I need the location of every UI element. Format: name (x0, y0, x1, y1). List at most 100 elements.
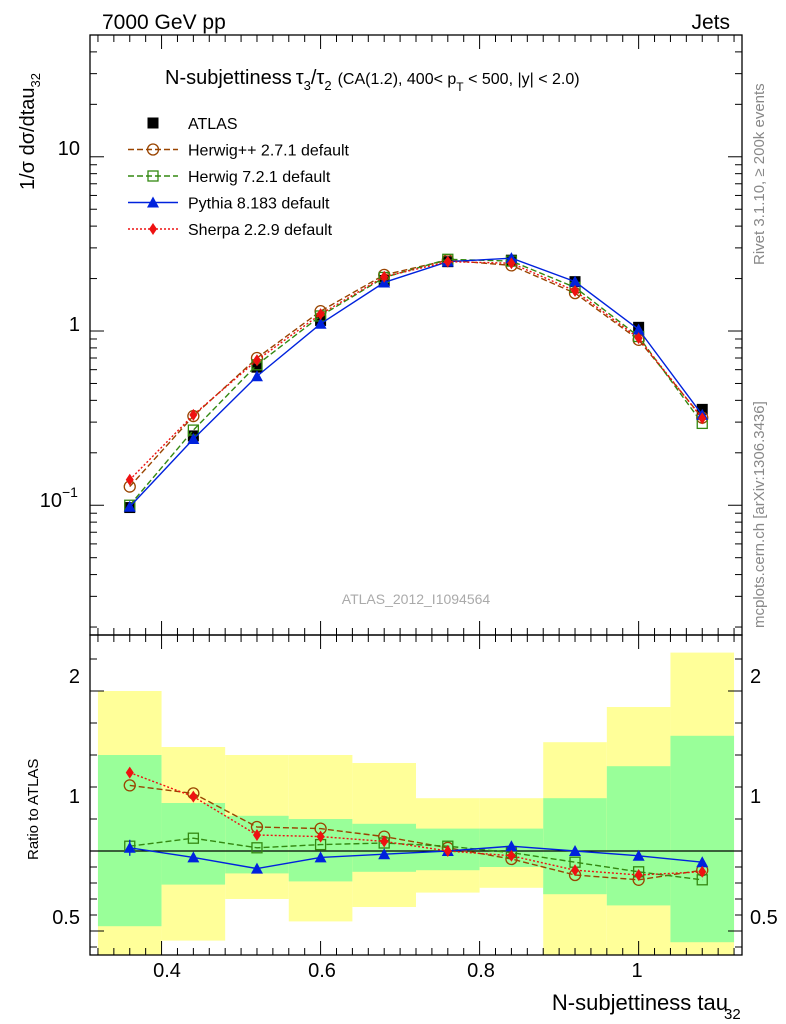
ytick-label-0.1: 10 (40, 490, 62, 512)
ratio-ylabel: Ratio to ATLAS (25, 759, 42, 860)
point-sherpa (380, 270, 389, 283)
ratio-series-sherpa (125, 766, 707, 881)
ratio-point-sherpa (316, 830, 325, 843)
legend-label-herwig7: Herwig 7.2.1 default (188, 169, 331, 186)
ratio-point-sherpa (380, 835, 389, 848)
process-label: Jets (691, 11, 730, 34)
title-cuts-b: < 500, |y| < 2.0) (464, 71, 580, 88)
title-sub3: 3 (304, 78, 311, 93)
series-herwig7 (124, 253, 708, 511)
ratio-point-herwig7 (251, 842, 263, 854)
main-ylabel-text: 1/σ dσ/dtau (17, 87, 39, 190)
ratio-line-herwigpp (129, 784, 703, 881)
mcplots-label: mcplots.cern.ch [arXiv:1306.3436] (751, 401, 768, 628)
ratio-point-pythia (314, 851, 327, 863)
series-herwigpp (123, 254, 709, 493)
title-cuts-a: (CA(1.2), 400< p (338, 71, 457, 88)
legend-marker-sherpa (149, 223, 157, 235)
ratio-point-sherpa (125, 766, 134, 779)
ytick-label-0.1-base: 10 (40, 490, 62, 512)
point-sherpa (125, 473, 134, 486)
point-pythia (569, 275, 582, 287)
point-pythia (250, 370, 263, 382)
point-pythia (123, 500, 136, 512)
band-inner-bin (670, 735, 735, 943)
legend-label-sherpa: Sherpa 2.2.9 default (188, 222, 333, 239)
title-sub2: 2 (324, 78, 331, 93)
point-sherpa (507, 257, 516, 270)
band-inner-bin (606, 766, 671, 906)
point-pythia (187, 433, 200, 445)
legend-marker-atlas (147, 117, 159, 129)
point-atlas (251, 361, 263, 373)
legend-label-pythia: Pythia 8.183 default (188, 196, 330, 213)
ratio-point-pythia (696, 856, 709, 868)
ratio-bands (97, 652, 735, 955)
point-sherpa (571, 284, 580, 297)
ratio-series-pythia (123, 840, 709, 874)
legend-marker-herwigpp (146, 143, 160, 156)
series-line-sherpa (129, 260, 703, 481)
ytick-label-10: 10 (58, 138, 80, 160)
legend-entry-herwig7: Herwig 7.2.1 default (128, 169, 331, 186)
legend-label-herwigpp: Herwig++ 2.7.1 default (188, 143, 350, 160)
legend-marker-herwig7 (147, 170, 159, 182)
legend-entry-pythia: Pythia 8.183 default (128, 196, 330, 213)
point-sherpa (634, 332, 643, 345)
xtick-0.4: 0.4 (153, 960, 181, 982)
ratio-point-sherpa (507, 849, 516, 862)
ytick-label-1: 1 (69, 314, 80, 336)
series-line-herwig7 (129, 258, 703, 506)
ratio-point-herwig7 (187, 832, 200, 844)
legend: ATLAS Herwig++ 2.7.1 default Herwig 7.2.1 … (128, 116, 350, 239)
ratio-line-herwig7 (129, 837, 703, 881)
ratio-point-pythia (250, 862, 263, 874)
ytick-label-0.1-exp: −1 (62, 484, 78, 500)
point-sherpa (252, 354, 261, 367)
ratio-point-sherpa (571, 864, 580, 877)
legend-marker-pythia (147, 196, 159, 208)
ratio-point-sherpa (189, 790, 198, 803)
xtick-1: 1 (631, 960, 642, 982)
point-sherpa (698, 412, 707, 425)
point-sherpa (443, 255, 452, 268)
ratio-point-sherpa (443, 845, 452, 857)
legend-entry-atlas: ATLAS (147, 116, 238, 133)
frames (89, 34, 743, 956)
ratio-point-pythia (505, 840, 518, 852)
ratio-ytick-1: 1 (69, 786, 80, 808)
point-sherpa (189, 408, 198, 421)
series-sherpa (125, 255, 707, 486)
series-line-herwigpp (129, 259, 703, 488)
ratio-ytick-0.5: 0.5 (52, 907, 80, 929)
legend-entry-sherpa: Sherpa 2.2.9 default (128, 222, 333, 239)
ratio-point-pythia (569, 845, 582, 856)
title-tau3: τ (296, 67, 304, 89)
ratio-series-layer (123, 766, 709, 886)
point-pythia (314, 317, 327, 329)
analysis-id: ATLAS_2012_I1094564 (342, 591, 491, 607)
ratio-point-sherpa (634, 869, 643, 881)
main-ylabel-sub: 32 (28, 73, 43, 87)
ratio-line-pythia (129, 845, 703, 870)
series-atlas (124, 254, 708, 514)
ratio-point-sherpa (698, 865, 707, 878)
xlabel-sub: 32 (724, 1006, 741, 1023)
title-prefix: N-subjettiness (165, 67, 292, 89)
point-pythia (632, 323, 645, 335)
ratio-point-sherpa (252, 829, 261, 841)
xtick-0.8: 0.8 (467, 960, 495, 982)
xlabel: N-subjettiness tau (552, 990, 728, 1015)
ratio-ytick-2-right: 2 (750, 666, 761, 688)
series-line-pythia (129, 257, 703, 508)
energy-label: 7000 GeV pp (102, 11, 226, 34)
ratio-point-pythia (187, 851, 200, 863)
ratio-point-herwigpp (123, 779, 136, 792)
ratio-line-sherpa (129, 771, 703, 876)
xtick-0.6: 0.6 (308, 960, 336, 982)
ratio-ytick-2: 2 (69, 666, 80, 688)
legend-label-atlas: ATLAS (188, 116, 238, 133)
main-ylabel: 1/σ dσ/dtau32 (17, 73, 43, 190)
title-cuts-sub: T (456, 80, 464, 94)
